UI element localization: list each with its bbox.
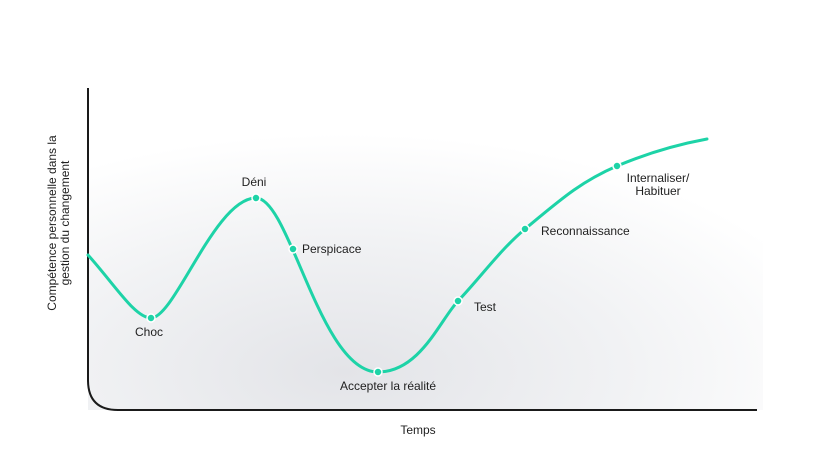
stage-marker-reconnaissance [520,224,530,234]
y-axis [87,88,119,411]
stage-marker-deni [251,193,261,203]
stage-label-reconnaissance: Reconnaissance [541,224,630,238]
stage-marker-perspicace [288,244,298,254]
stage-label-deni: Déni [242,175,267,189]
stage-marker-accepter [373,367,383,377]
y-axis-title-line2: gestion du changement [58,160,72,285]
stage-marker-test [453,296,463,306]
y-axis-title-line1: Compétence personnelle dans la [45,135,59,311]
stage-marker-internaliser [612,161,622,171]
stage-label-accepter: Accepter la réalité [340,379,436,393]
stage-label-perspicace: Perspicace [302,242,362,256]
stage-label-internaliser-line1: Internaliser/ [627,171,690,185]
stage-marker-choc [146,313,156,323]
change-curve [86,137,709,374]
stage-label-choc: Choc [135,325,163,339]
stage-label-test: Test [474,300,497,314]
x-axis-title: Temps [400,423,435,437]
y-axis-title: Compétence personnelle dans la gestion d… [45,135,72,311]
plot-background [88,92,763,410]
stage-label-internaliser-line2: Habituer [635,184,680,198]
